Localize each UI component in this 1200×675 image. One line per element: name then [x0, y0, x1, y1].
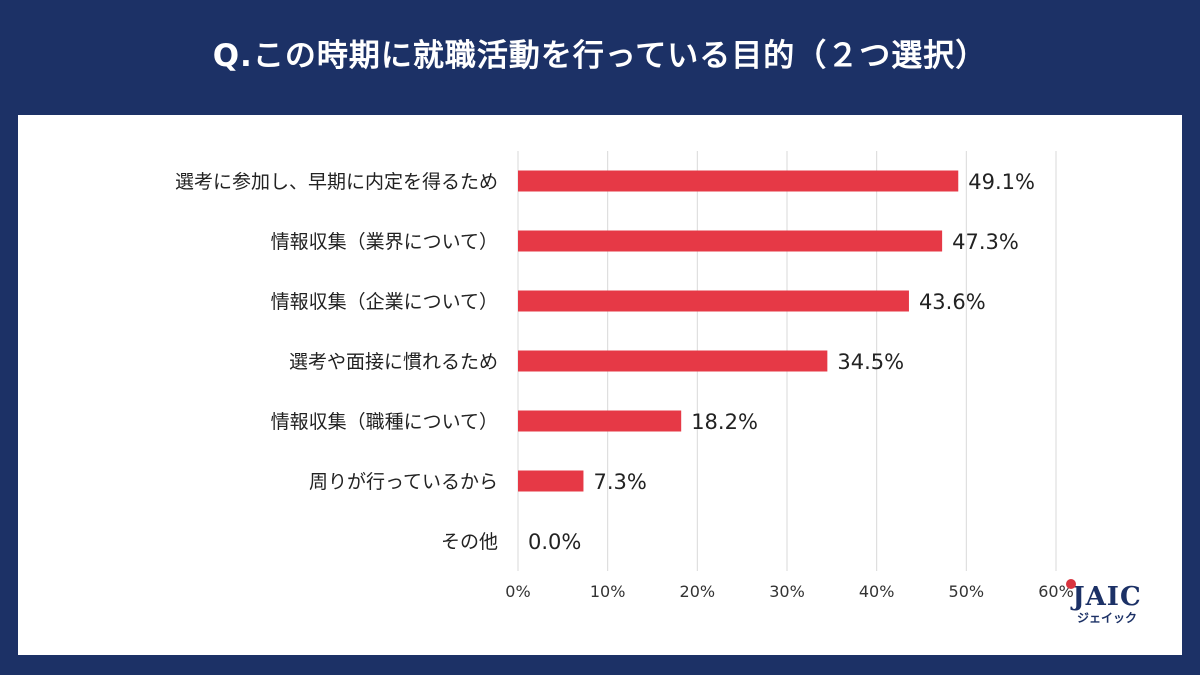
logo-sub-text: ジェイック [1076, 611, 1137, 625]
bar [518, 350, 828, 372]
category-label: 選考に参加し、早期に内定を得るため [175, 171, 498, 193]
category-label: 選考や面接に慣れるため [289, 351, 498, 373]
x-tick-label: 30% [769, 582, 805, 601]
value-label: 7.3% [593, 470, 646, 494]
logo-main-text: JAIC [1062, 579, 1152, 612]
category-label: 情報収集（企業について） [271, 291, 498, 313]
logo-main-label: JAIC [1072, 582, 1142, 612]
value-label: 49.1% [968, 170, 1035, 194]
chart-title: Q.この時期に就職活動を行っている目的（２つ選択） [212, 38, 988, 74]
value-label: 18.2% [691, 410, 758, 434]
x-tick-label: 10% [590, 582, 626, 601]
jaic-logo: JAIC ジェイック [1062, 579, 1152, 625]
x-tick-label: 40% [859, 582, 895, 601]
value-label: 43.6% [919, 290, 986, 314]
category-label: 情報収集（職種について） [271, 411, 498, 433]
value-label: 34.5% [837, 350, 904, 374]
bar [518, 170, 959, 192]
x-tick-label: 50% [949, 582, 985, 601]
category-label: 情報収集（業界について） [271, 231, 498, 253]
bar [518, 230, 943, 252]
x-tick-label: 20% [680, 582, 716, 601]
category-label: 周りが行っているから [309, 471, 498, 493]
category-label: その他 [441, 531, 498, 553]
value-label: 0.0% [528, 530, 581, 554]
x-tick-label: 0% [505, 582, 530, 601]
x-tick-label: 60% [1038, 582, 1074, 601]
bar [518, 410, 682, 432]
bar [518, 290, 909, 312]
logo-mark-icon [1066, 579, 1076, 589]
bar-chart: 0% 10% 20% 30% 40% 50% 60% 選考に参加し、早期に内定を得るため 49.… [175, 151, 1074, 601]
value-label: 47.3% [952, 230, 1019, 254]
chart-panel: 0% 10% 20% 30% 40% 50% 60% 選考に参加し、早期に内定を得るため 49.… [18, 115, 1182, 655]
bar [518, 470, 584, 492]
